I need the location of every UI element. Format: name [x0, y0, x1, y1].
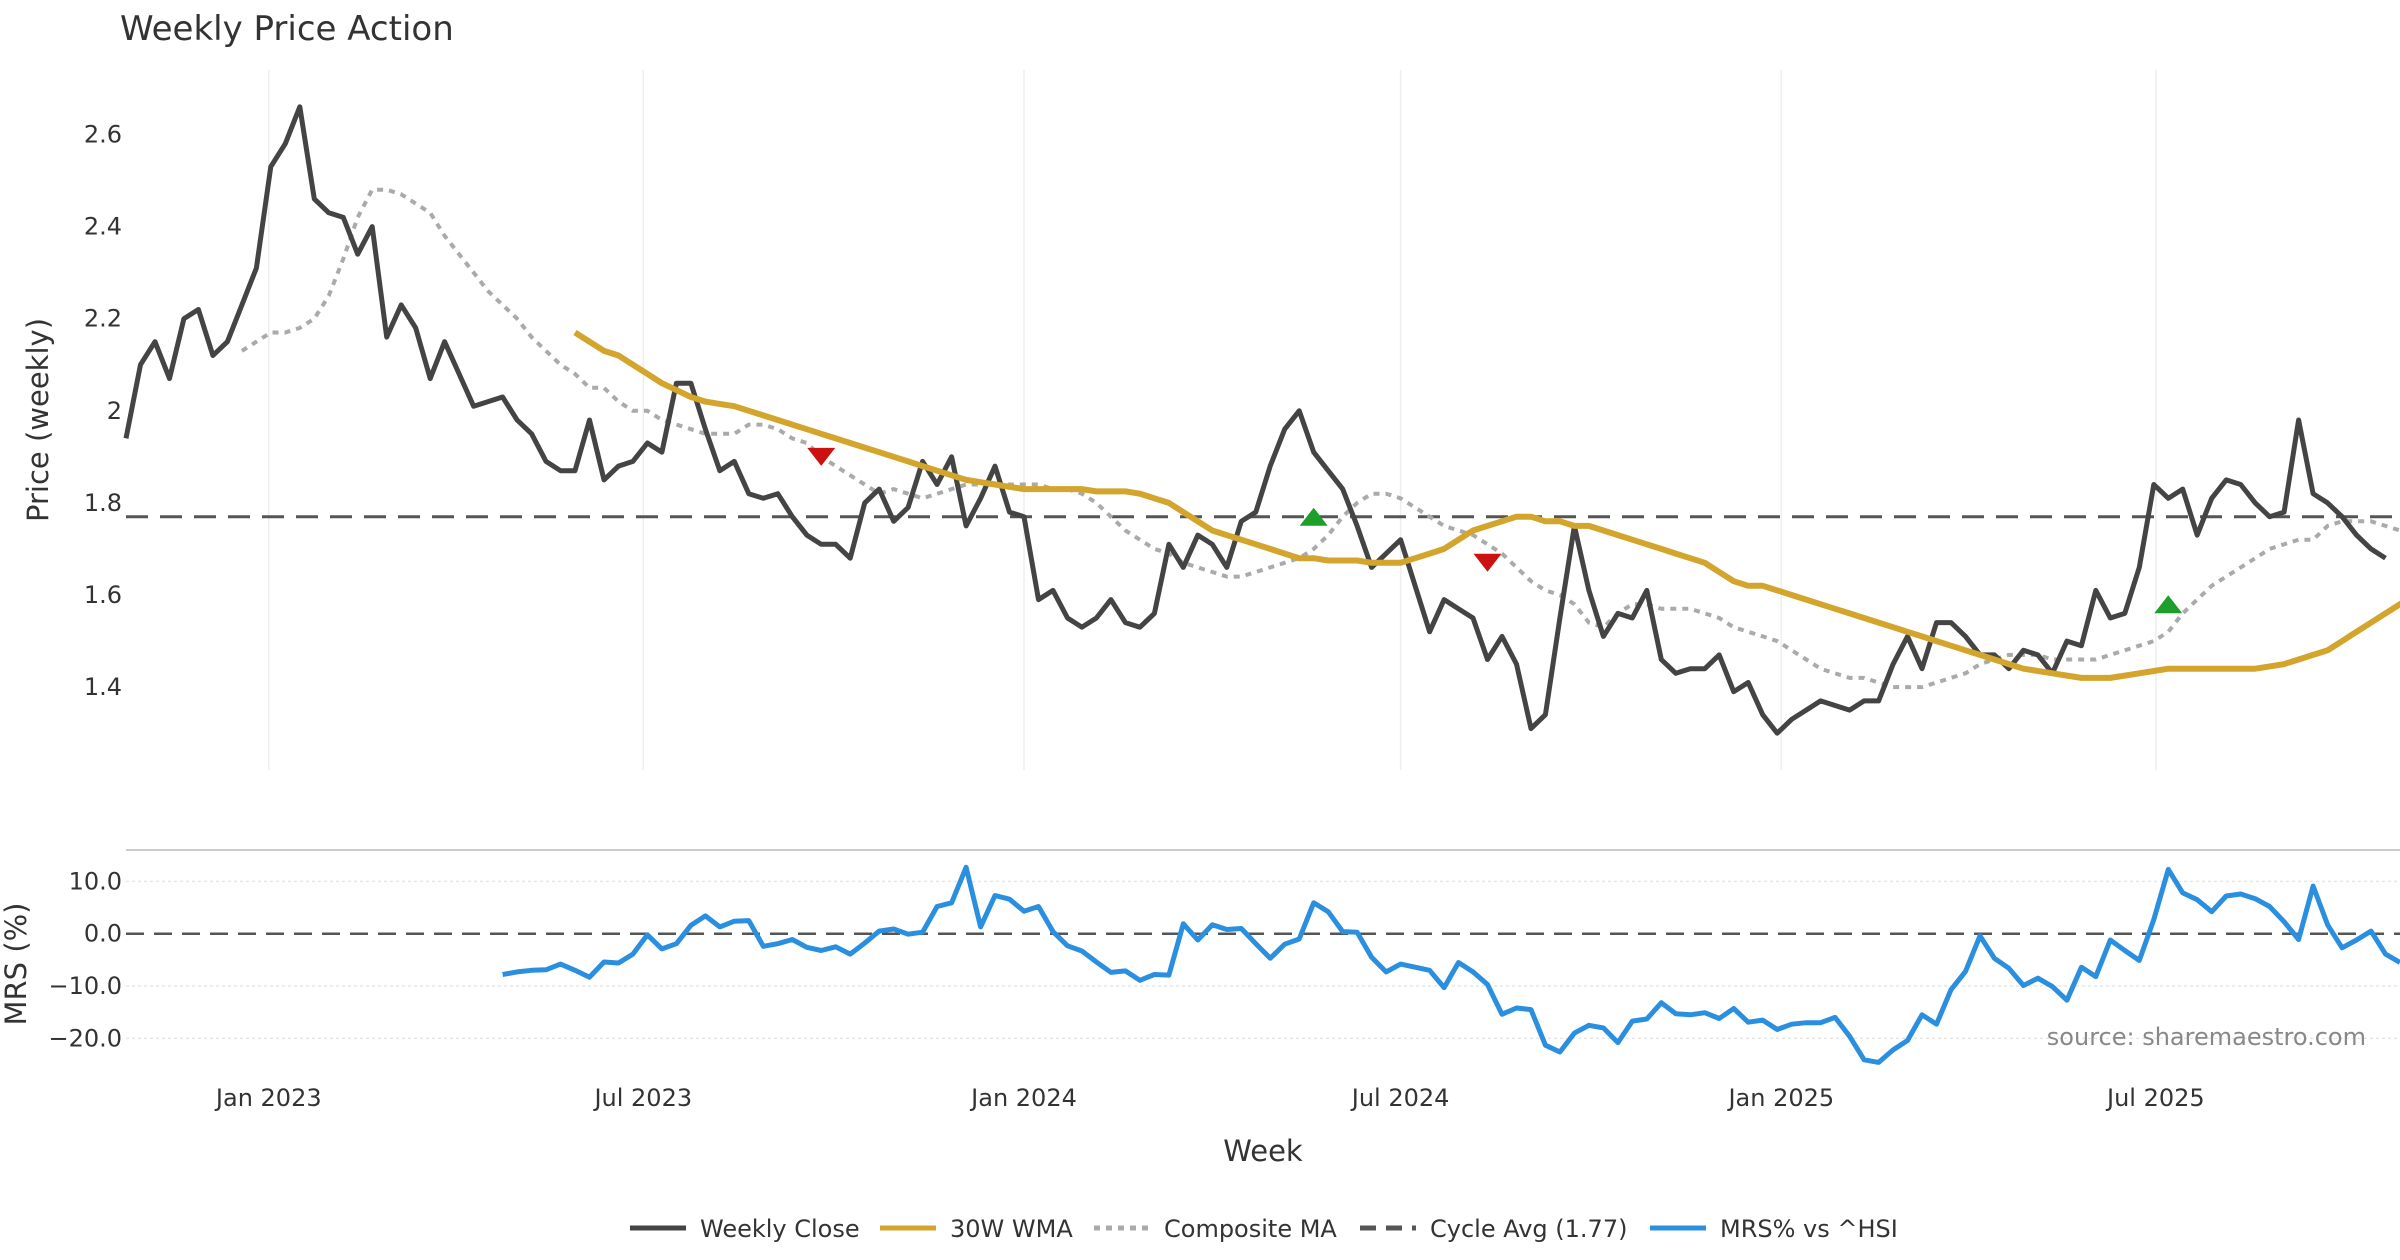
- chart-title: Weekly Price Action: [120, 9, 454, 49]
- price-panel: Price (weekly) 1.4 1.6 1.8 2 2.2 2.4 2.6: [21, 104, 2400, 736]
- composite-ma-line: [240, 187, 2400, 690]
- sell-signal-marker: [1473, 553, 1502, 572]
- mrs-y-tick-label: −10.0: [48, 972, 122, 1000]
- price-y-tick-label: 1.6: [84, 581, 122, 609]
- x-tick-label: Jul 2025: [2105, 1084, 2205, 1112]
- legend-label: Weekly Close: [700, 1215, 860, 1243]
- x-tick-label: Jan 2023: [214, 1084, 322, 1112]
- legend: Weekly Close 30W WMA Composite MA Cycle Avg…: [630, 1215, 1898, 1243]
- legend-label: Cycle Avg (1.77): [1430, 1215, 1627, 1243]
- price-y-tick-label: 2.2: [84, 305, 122, 333]
- price-y-tick-label: 2.4: [84, 213, 122, 241]
- signal-markers: [807, 447, 2183, 614]
- x-tick-label: Jul 2023: [592, 1084, 692, 1112]
- mrs-y-tick-label: 10.0: [69, 867, 122, 895]
- mrs-axis-label: MRS (%): [0, 903, 33, 1026]
- price-axis-label: Price (weekly): [21, 318, 55, 522]
- x-axis-ticks: Jan 2023 Jul 2023 Jan 2024 Jul 2024 Jan 2025…: [214, 1084, 2205, 1112]
- mrs-panel: MRS (%) −20.0 −10.0 0.0 10.0 source: sharem…: [0, 849, 2400, 1065]
- buy-signal-marker: [2154, 595, 2183, 614]
- weekly-close-line: [123, 104, 2387, 736]
- price-y-ticks: 1.4 1.6 1.8 2 2.2 2.4 2.6: [84, 120, 122, 701]
- x-tick-label: Jan 2024: [969, 1084, 1077, 1112]
- source-note: source: sharemaestro.com: [2047, 1023, 2366, 1051]
- price-y-tick-label: 2.6: [84, 120, 122, 148]
- mrs-y-tick-label: −20.0: [48, 1024, 122, 1052]
- legend-label: MRS% vs ^HSI: [1720, 1215, 1898, 1243]
- price-y-tick-label: 1.4: [84, 673, 122, 701]
- x-tick-label: Jul 2024: [1350, 1084, 1450, 1112]
- legend-label: Composite MA: [1164, 1215, 1337, 1243]
- wma-30w-line: [573, 329, 2400, 681]
- sell-signal-marker: [807, 447, 836, 466]
- price-y-tick-label: 1.8: [84, 489, 122, 517]
- x-axis-label: Week: [1223, 1134, 1303, 1168]
- mrs-y-ticks: −20.0 −10.0 0.0 10.0: [48, 867, 2400, 1052]
- buy-signal-marker: [1299, 507, 1328, 526]
- legend-label: 30W WMA: [950, 1215, 1073, 1243]
- mrs-line: [502, 864, 2400, 1065]
- vertical-grid: [268, 70, 2157, 770]
- mrs-y-tick-label: 0.0: [84, 920, 122, 948]
- price-y-tick-label: 2: [107, 397, 122, 425]
- x-tick-label: Jan 2025: [1726, 1084, 1834, 1112]
